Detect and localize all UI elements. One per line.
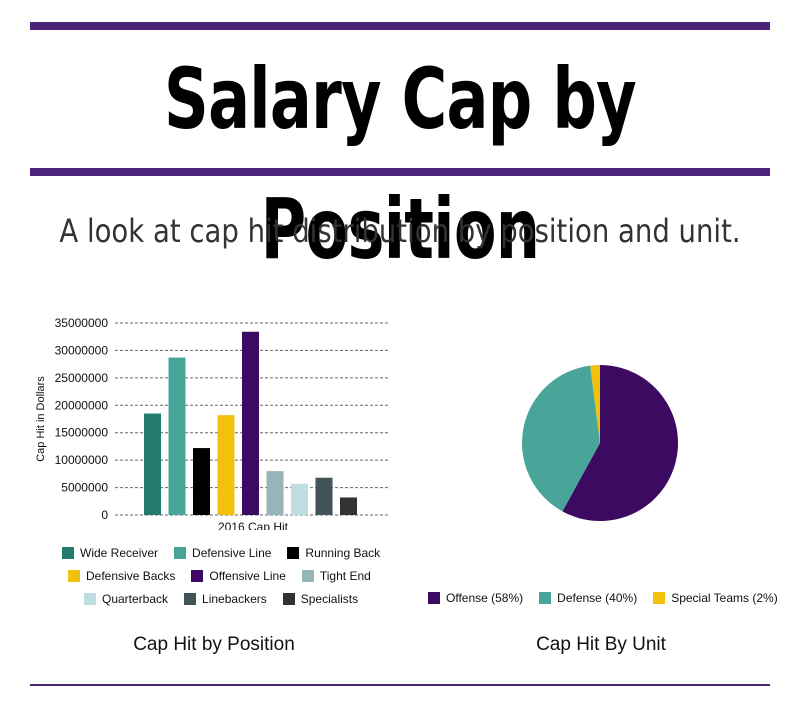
bar-defensive-line xyxy=(168,357,186,515)
y-tick-label: 35000000 xyxy=(55,316,109,330)
legend-item-tight-end: Tight End xyxy=(301,569,371,583)
bar-wide-receiver xyxy=(144,413,161,515)
y-tick-label: 5000000 xyxy=(61,481,108,495)
y-axis-label: Cap Hit in Dollars xyxy=(35,376,47,462)
y-tick-label: 25000000 xyxy=(55,371,109,385)
y-tick-label: 10000000 xyxy=(55,453,109,467)
pie-slice-special-teams xyxy=(590,365,600,443)
legend-row: Defensive Backs Offensive Line Tight End xyxy=(68,569,371,583)
legend-item-running-back: Running Back xyxy=(287,546,380,560)
legend-label: Tight End xyxy=(319,569,371,583)
legend-swatch xyxy=(539,592,552,604)
bar-tight-end xyxy=(266,471,284,515)
legend-item-quarterback: Quarterback xyxy=(84,592,168,606)
legend-swatch xyxy=(68,570,80,582)
legend-label: Defensive Backs xyxy=(86,569,176,583)
legend-row: Wide Receiver Defensive Line Running Back xyxy=(62,546,380,560)
legend-label: Defense (40%) xyxy=(557,591,638,605)
legend-label: Defensive Line xyxy=(192,546,272,560)
legend-label: Offense (58%) xyxy=(446,591,524,605)
legend-swatch xyxy=(191,570,204,582)
bar-chart: 0 5000000 10000000 15000000 20000000 25000000… xyxy=(35,316,390,530)
top-rule xyxy=(30,22,770,30)
bar-chart-title: Cap Hit by Position xyxy=(133,634,295,655)
legend-swatch xyxy=(653,592,666,604)
legend-label: Offensive Line xyxy=(209,569,286,583)
pie-slice-offense xyxy=(562,365,678,521)
legend-item-offense: Offense (58%) xyxy=(428,591,523,605)
legend-swatch xyxy=(301,570,314,582)
legend-label: Specialists xyxy=(300,592,359,606)
legend-swatch xyxy=(428,592,440,604)
legend-item-defensive-line: Defensive Line xyxy=(174,546,271,560)
legend-item-offensive-line: Offensive Line xyxy=(191,569,286,583)
legend-row: Offense (58%) Defense (40%) Special Teams … xyxy=(428,591,778,605)
legend-label: Linebackers xyxy=(202,592,267,606)
legend-label: Wide Receiver xyxy=(80,546,159,560)
bar-quarterback xyxy=(291,483,308,515)
page-subtitle: A look at cap hit distribution by positi… xyxy=(59,212,741,250)
legend-item-wide-receiver: Wide Receiver xyxy=(62,546,158,560)
legend-swatch xyxy=(62,547,74,559)
legend-swatch xyxy=(282,593,295,605)
title-rule xyxy=(30,168,770,176)
y-tick-label: 0 xyxy=(101,508,108,522)
page-title: Salary Cap by Position xyxy=(164,50,637,278)
y-tick-label: 30000000 xyxy=(55,343,109,357)
legend-label: Running Back xyxy=(305,546,381,560)
legend-label: Special Teams (2%) xyxy=(671,591,778,605)
legend-label: Quarterback xyxy=(102,592,169,606)
legend-item-special-teams: Special Teams (2%) xyxy=(653,591,778,605)
legend-swatch xyxy=(184,593,197,605)
legend-item-linebackers: Linebackers xyxy=(184,592,267,606)
pie-slice-defense xyxy=(522,365,600,512)
bar-running-back xyxy=(193,448,210,515)
pie-chart-title: Cap Hit By Unit xyxy=(536,634,666,655)
bar-defensive-backs xyxy=(217,415,235,515)
legend-swatch xyxy=(174,547,187,559)
legend-swatch xyxy=(287,547,300,559)
y-tick-label: 15000000 xyxy=(55,426,109,440)
bar-specialists xyxy=(340,497,357,515)
pie-chart xyxy=(522,365,678,521)
x-axis-label: 2016 Cap Hit xyxy=(218,520,289,530)
legend-item-defense: Defense (40%) xyxy=(539,591,637,605)
bar-offensive-line xyxy=(242,331,259,515)
bar-linebackers xyxy=(315,477,333,515)
legend-row: Quarterback Linebackers Specialists xyxy=(84,592,358,606)
legend-item-defensive-backs: Defensive Backs xyxy=(68,569,175,583)
legend-swatch xyxy=(84,593,96,605)
legend-item-specialists: Specialists xyxy=(282,592,359,606)
y-tick-label: 20000000 xyxy=(55,398,109,412)
bottom-rule xyxy=(30,684,770,686)
